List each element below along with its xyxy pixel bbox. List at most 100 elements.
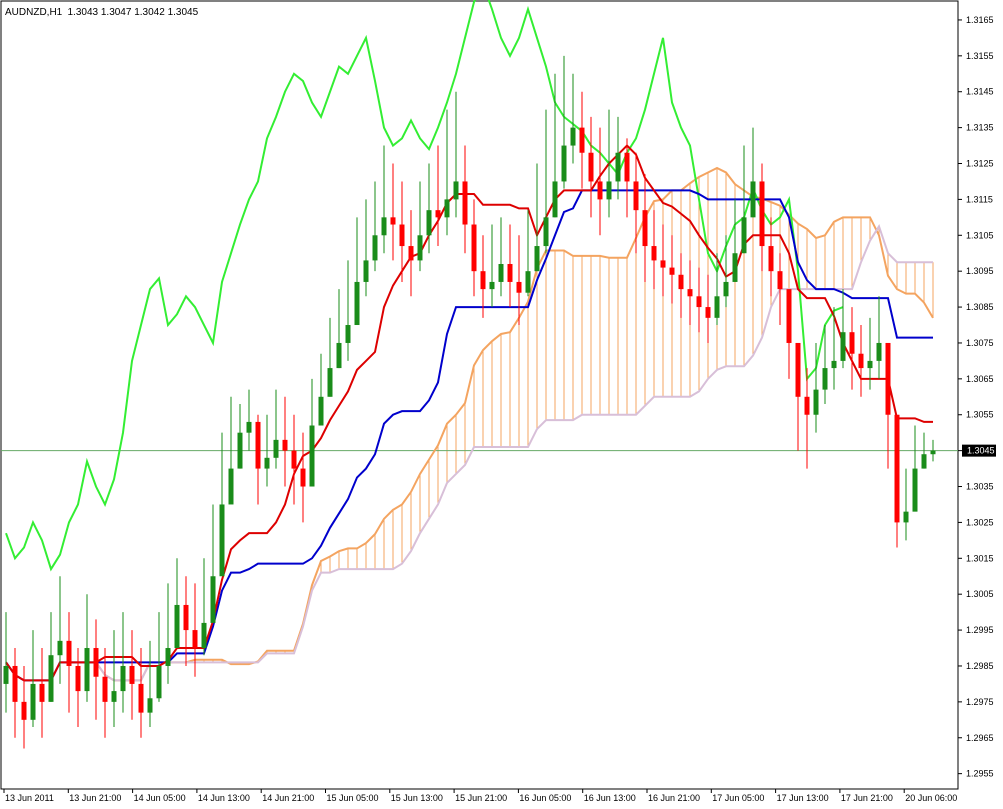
candle: [489, 224, 495, 308]
candle-body: [66, 640, 72, 666]
price-tick-label: 1.3115: [966, 194, 993, 204]
candle: [291, 414, 297, 505]
price-tick-label: 1.2955: [966, 769, 994, 779]
candle-body: [687, 289, 693, 297]
candle-body: [318, 396, 324, 426]
candle-body: [453, 181, 459, 200]
time-tick-label: 16 Jun 13:00: [584, 793, 636, 803]
candle: [210, 504, 216, 623]
time-axis[interactable]: 13 Jun 2011 13 Jun 21:00 14 Jun 05:00 14 Ju…: [3, 789, 957, 803]
price-axis[interactable]: 1.3165 1.3155 1.3145 1.3135 1.3125 1.3115 1.31…: [958, 15, 994, 779]
candle: [453, 91, 459, 218]
candle-body: [138, 683, 144, 713]
candle-body: [678, 274, 684, 290]
candle: [282, 396, 288, 487]
candle: [894, 414, 900, 548]
candle: [858, 325, 864, 397]
candle-body: [354, 281, 360, 326]
candle: [705, 274, 711, 343]
candle-body: [399, 224, 405, 247]
candle: [138, 648, 144, 738]
candle-body: [93, 648, 99, 677]
candle-body: [786, 289, 792, 343]
price-tick-label: 1.3015: [966, 553, 994, 563]
candle-body: [606, 181, 612, 200]
time-tick-label: 16 Jun 21:00: [648, 793, 700, 803]
price-tick-label: 1.3165: [966, 15, 994, 25]
candle-body: [570, 127, 576, 146]
price-tick-label: 1.3025: [966, 517, 994, 527]
candle-body: [48, 655, 54, 702]
candle-body: [480, 271, 486, 290]
candle: [102, 648, 108, 738]
price-tick-label: 1.3035: [966, 482, 994, 492]
candle-body: [534, 246, 540, 272]
candle-body: [525, 271, 531, 293]
candle: [768, 217, 774, 297]
price-tick-label: 1.2985: [966, 661, 994, 671]
candle: [273, 389, 279, 469]
price-tick-label: 1.2965: [966, 733, 994, 743]
candle: [696, 267, 702, 333]
time-tick-label: 17 Jun 13:00: [777, 793, 829, 803]
candle-body: [840, 332, 846, 361]
candle-body: [21, 701, 27, 720]
candle-body: [156, 665, 162, 699]
price-tick-label: 1.3135: [966, 123, 994, 133]
candle: [93, 619, 99, 720]
candle-body: [237, 432, 243, 469]
candle-body: [102, 676, 108, 702]
candle-body: [435, 210, 441, 218]
candle: [327, 317, 333, 397]
candle-body: [867, 360, 873, 369]
candle-body: [282, 439, 288, 451]
candle: [381, 145, 387, 254]
candle: [642, 174, 648, 282]
candle-body: [777, 271, 783, 290]
current-price-label: 1.3045: [967, 446, 995, 456]
candle-body: [192, 630, 198, 649]
candle-body: [741, 217, 747, 254]
symbol-label: AUDNZD,H1 1.3043 1.3047 1.3042 1.3045: [5, 7, 199, 18]
candle: [12, 648, 18, 738]
candle-body: [516, 281, 522, 293]
candle-body: [759, 181, 765, 247]
candle: [930, 439, 936, 462]
candle-body: [3, 665, 9, 684]
candle: [516, 235, 522, 326]
candle: [651, 210, 657, 290]
current-price-marker: 1.3045: [962, 444, 996, 457]
candle-body: [858, 353, 864, 369]
candle-body: [111, 691, 117, 702]
candle-body: [822, 368, 828, 390]
candle-body: [300, 468, 306, 487]
candle-body: [588, 152, 594, 182]
candle: [525, 210, 531, 297]
candle-body: [327, 368, 333, 397]
time-tick-label: 14 Jun 05:00: [134, 793, 186, 803]
kijun-sen-line: [5, 189, 933, 682]
candle-body: [408, 246, 414, 261]
candle-body: [507, 264, 513, 282]
candle-body: [372, 235, 378, 261]
candle-body: [120, 665, 126, 692]
candle: [75, 648, 81, 727]
candle-body: [651, 246, 657, 261]
candle-body: [921, 454, 927, 469]
candle: [165, 583, 171, 684]
candle: [426, 163, 432, 254]
candle-body: [336, 342, 342, 369]
time-tick-label: 13 Jun 2011: [5, 793, 54, 803]
candle: [534, 163, 540, 272]
candle-body: [642, 210, 648, 247]
candle-body: [894, 414, 900, 523]
price-tick-label: 1.3075: [966, 338, 994, 348]
candle-body: [471, 224, 477, 272]
candle: [849, 307, 855, 390]
candle: [66, 612, 72, 713]
candle: [498, 217, 504, 297]
candle: [183, 576, 189, 666]
candle: [912, 425, 918, 512]
